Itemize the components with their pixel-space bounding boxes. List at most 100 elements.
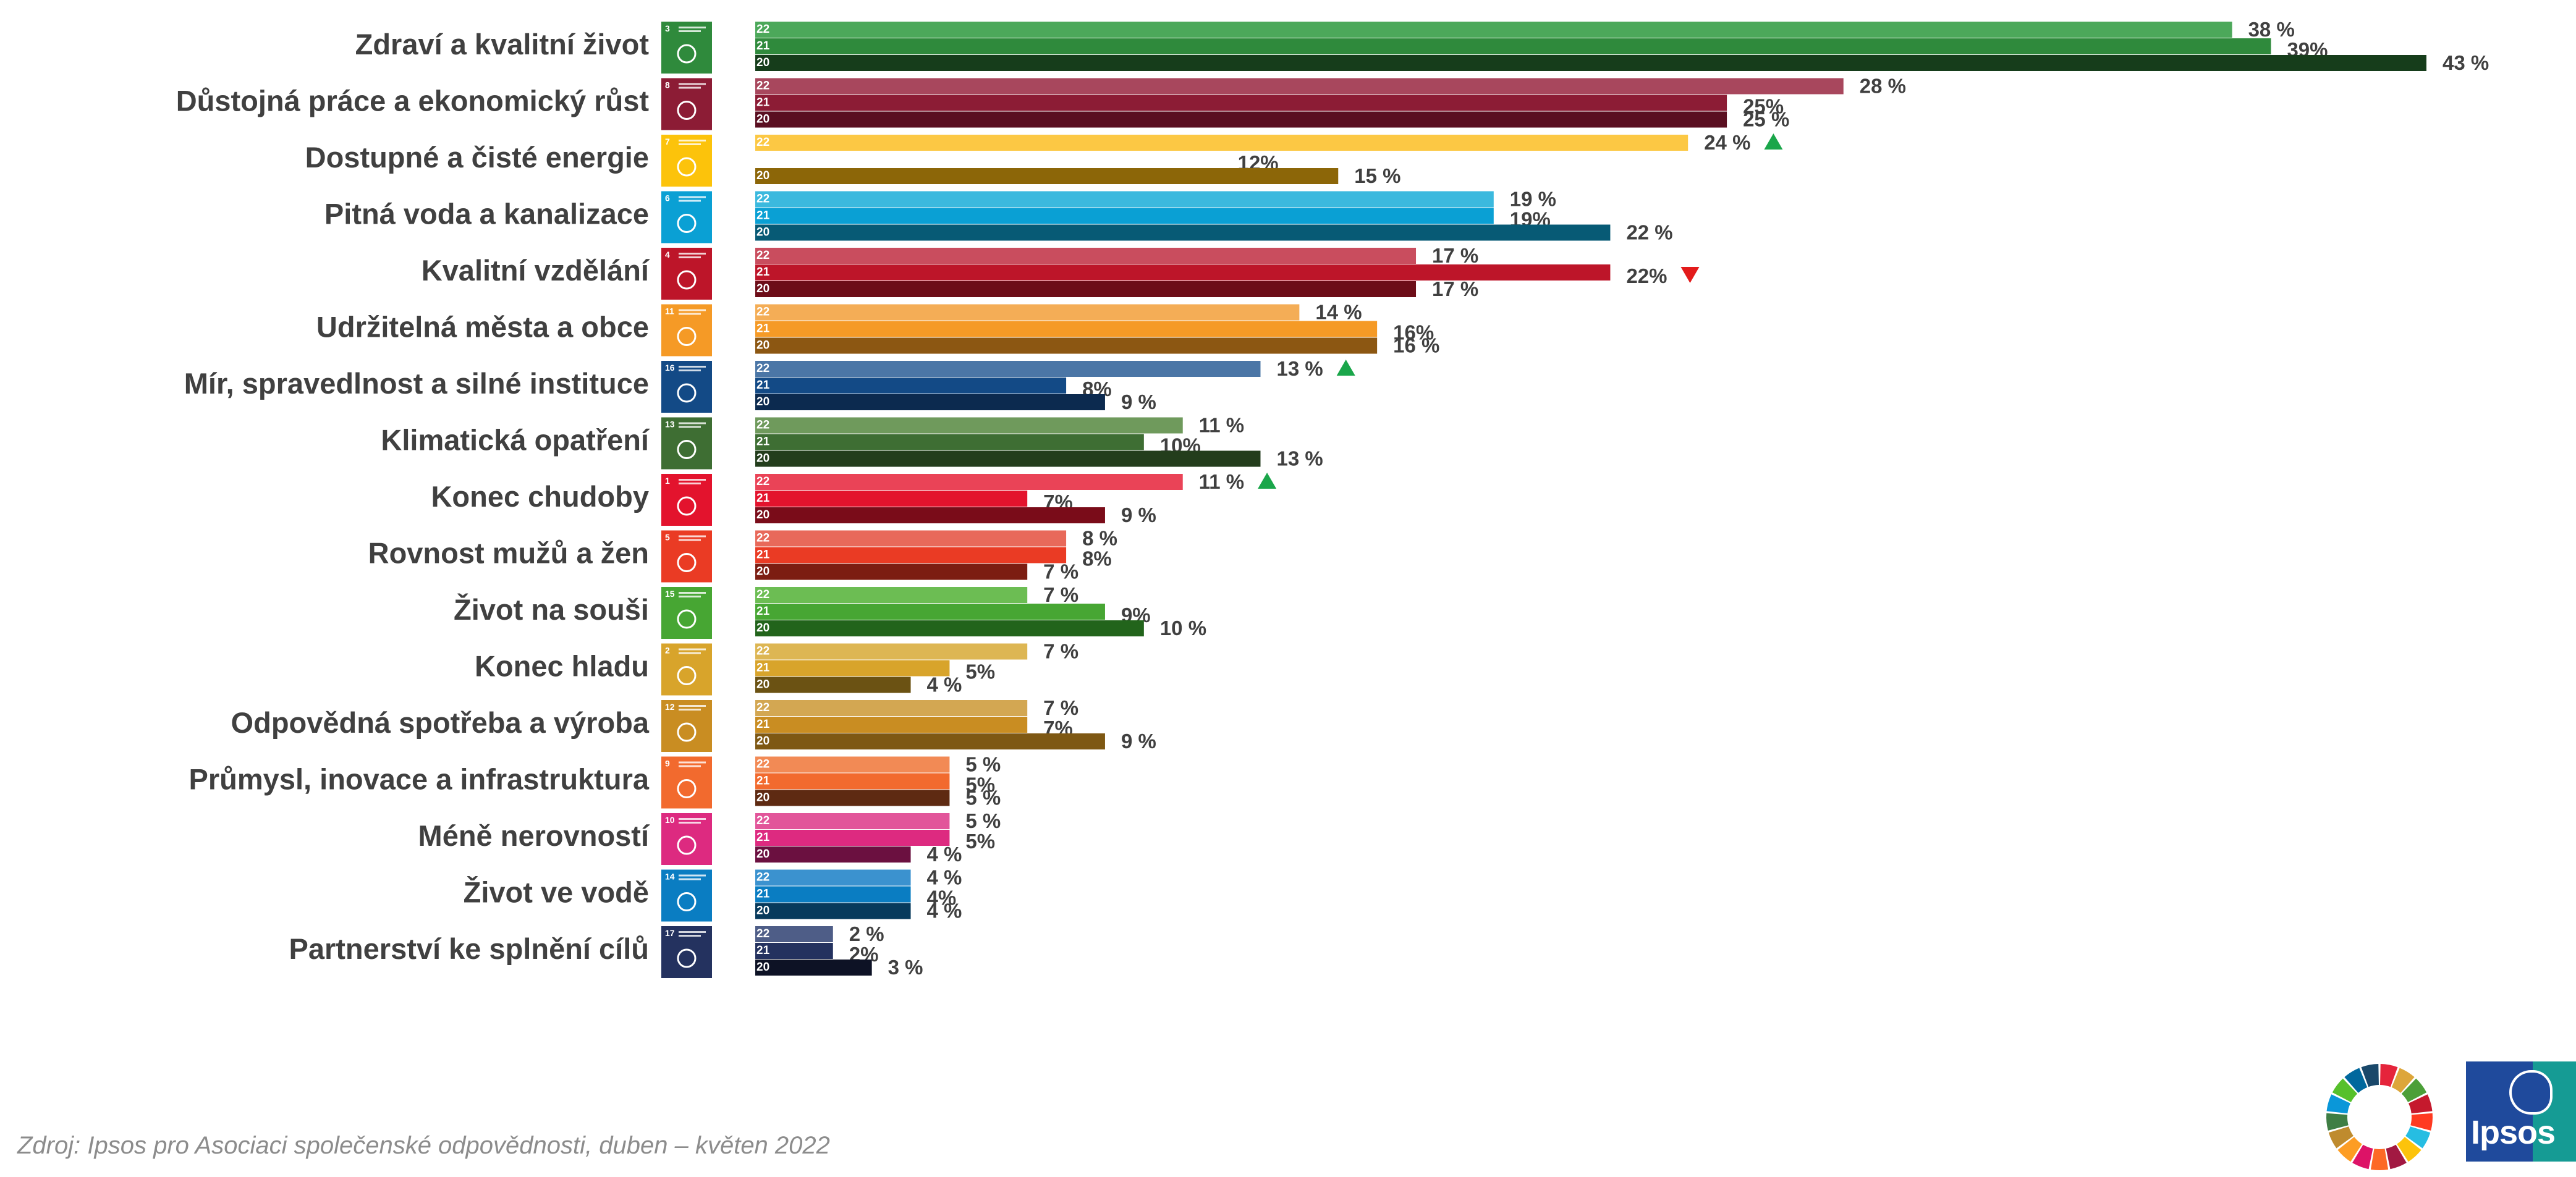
year-tag: 22 <box>756 701 769 714</box>
wheel-segment <box>2380 1064 2398 1087</box>
value-label: 9 % <box>1121 504 1156 526</box>
category-label: Důstojná práce a ekonomický růst <box>176 85 650 117</box>
wheel-segment <box>2337 1137 2362 1162</box>
year-tag: 20 <box>756 395 769 408</box>
value-label: 15 % <box>1354 164 1400 187</box>
value-label: 24 % <box>1704 131 1750 154</box>
category-group: Život ve vodě 14 22 4 % 21 4% 20 4 % <box>464 866 962 922</box>
bar-2021 <box>755 434 1144 450</box>
category-label: Odpovědná spotřeba a výroba <box>231 706 650 739</box>
value-label: 4% <box>927 887 957 909</box>
category-label: Konec chudoby <box>431 480 649 513</box>
sdg-number: 6 <box>665 193 670 203</box>
value-label: 25% <box>1743 95 1784 118</box>
year-tag: 20 <box>756 678 769 691</box>
category-label: Kvalitní vzdělání <box>422 254 650 287</box>
bar-2021 <box>755 321 1378 337</box>
bar-2022 <box>755 248 1417 264</box>
bar-2020 <box>755 563 1028 580</box>
year-tag: 21 <box>756 323 770 335</box>
sdg-number: 9 <box>665 759 670 769</box>
bar-2021 <box>755 264 1611 281</box>
bar-2020 <box>755 620 1144 636</box>
category-label: Pitná voda a kanalizace <box>324 198 649 230</box>
value-label: 16 % <box>1393 334 1439 357</box>
sdg-number: 12 <box>665 702 675 712</box>
year-tag: 22 <box>756 475 769 488</box>
category-group: Průmysl, inovace a infrastruktura 9 22 5 % 2… <box>189 753 1001 809</box>
sdg-5-gender-equality-icon: 5 <box>661 530 712 583</box>
bar-2021 <box>755 491 1028 507</box>
category-group: Méně nerovností 10 22 5 % 21 5% 20 4 % <box>418 809 1001 866</box>
category-group: Důstojná práce a ekonomický růst 8 22 28 % 2… <box>176 75 1906 131</box>
bar-2022 <box>755 587 1028 603</box>
bar-2022 <box>755 643 1028 660</box>
category-group: Zdraví a kvalitní život 3 22 38 %21 39%20 43 … <box>355 18 2489 74</box>
category-label: Udržitelná města a obce <box>316 311 649 344</box>
year-tag: 22 <box>756 871 769 884</box>
value-label: 5% <box>965 660 995 683</box>
category-label: Méně nerovností <box>418 819 650 852</box>
value-label: 38 % <box>2248 18 2295 41</box>
value-label: 7 % <box>1043 696 1078 719</box>
wheel-segment <box>2361 1064 2379 1087</box>
bar-2020 <box>755 733 1105 749</box>
bar-2022 <box>755 22 2232 38</box>
year-tag: 22 <box>756 193 769 206</box>
category-group: Mír, spravedlnost a silné instituce 16 22 1… <box>184 357 1355 413</box>
sdg-1-no-poverty-icon: 1 <box>661 474 712 526</box>
year-tag: 22 <box>756 927 769 940</box>
wheel-segment <box>2326 1113 2349 1131</box>
sdg-bar-chart: Zdraví a kvalitní život 3 22 38 %21 39%20 43 … <box>176 18 2489 979</box>
year-tag: 21 <box>756 775 770 788</box>
wheel-segment <box>2328 1126 2354 1149</box>
bar-2021 <box>755 830 950 846</box>
value-label: 11 % <box>1199 470 1244 493</box>
bar-2022 <box>755 78 1844 95</box>
sdg-6-clean-water-icon: 6 <box>661 191 712 243</box>
category-label: Průmysl, inovace a infrastruktura <box>189 763 650 796</box>
value-label: 7 % <box>1043 583 1078 606</box>
wheel-segment <box>2352 1144 2373 1170</box>
category-group: Dostupné a čisté energie 7 22 24 %21 12%20 15… <box>305 131 1783 187</box>
sdg-number: 15 <box>665 589 675 599</box>
value-label: 4 % <box>927 843 962 866</box>
bar-2022 <box>755 926 833 942</box>
value-label: 17 % <box>1432 244 1478 267</box>
bar-2022 <box>755 530 1067 547</box>
value-label: 5 % <box>965 809 1001 832</box>
value-label: 5 % <box>965 787 1001 809</box>
value-label: 16% <box>1393 321 1434 344</box>
value-label: 2 % <box>849 922 884 945</box>
bar-2021 <box>755 943 833 959</box>
sdg-number: 1 <box>665 476 670 486</box>
bar-2022 <box>755 474 1183 490</box>
trend-down-icon <box>1680 267 1700 283</box>
bar-2021 <box>755 547 1067 563</box>
bar-2020 <box>755 224 1611 241</box>
bar-2022 <box>755 304 1300 321</box>
category-group: Kvalitní vzdělání 4 22 17 % 21 22% 20 17 % <box>422 244 1700 300</box>
year-tag: 21 <box>756 549 770 562</box>
year-tag: 20 <box>756 56 769 69</box>
sdg-11-sustainable-cities-icon: 11 <box>661 304 712 356</box>
bar-2021 <box>755 38 2271 54</box>
wheel-segment <box>2410 1113 2433 1131</box>
value-label: 22% <box>1626 264 1667 287</box>
year-tag: 22 <box>756 419 769 432</box>
value-label: 7 % <box>1043 560 1078 583</box>
value-label: 4 % <box>927 900 962 922</box>
bar-2022 <box>755 417 1183 434</box>
bar-2022 <box>755 813 950 829</box>
value-label: 13 % <box>1276 447 1323 470</box>
bar-2020 <box>755 960 872 976</box>
year-tag: 20 <box>756 565 769 578</box>
source-note: Zdroj: Ipsos pro Asociaci společenské od… <box>17 1132 830 1159</box>
category-group: Odpovědná spotřeba a výroba 12 22 7 %21 7%20… <box>231 696 1156 753</box>
sdg-16-peace-justice-icon: 16 <box>661 361 712 413</box>
year-tag: 22 <box>756 362 769 375</box>
value-label: 9 % <box>1121 730 1156 753</box>
value-label: 22 % <box>1626 221 1672 244</box>
sdg-13-climate-action-icon: 13 <box>661 417 712 470</box>
category-group: Udržitelná města a obce 11 22 14 % 21 16% 20 16… <box>316 301 1439 357</box>
